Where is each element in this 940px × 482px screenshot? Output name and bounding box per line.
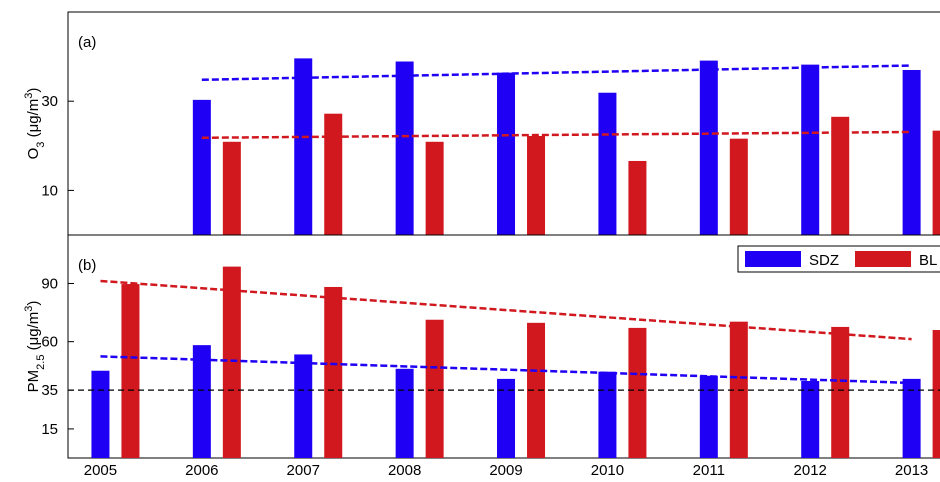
trend-line [201,64,912,82]
trend-line [100,355,912,385]
legend-label: SDZ [809,252,839,269]
bar [395,61,414,236]
y-axis-label-part: 3 [23,306,35,312]
bar [222,266,241,458]
bar [598,371,617,458]
trend-line [100,279,912,341]
y-axis-label-part: 3 [35,142,47,148]
x-tick-label: 2008 [388,462,421,479]
bar [932,130,940,235]
panel-label: (a) [78,34,96,51]
bar [699,375,718,458]
bar [192,99,211,235]
x-tick-label: 2010 [591,462,624,479]
bar [395,368,414,458]
x-tick-label: 2011 [693,462,725,479]
y-axis-label-part: 3 [23,93,35,99]
bar [121,284,140,458]
y-axis-label: O3 (μg/m3) [23,88,47,160]
x-tick-label: 2013 [895,462,928,479]
bar [801,64,820,236]
bar [628,327,647,458]
bar [831,116,850,235]
legend-swatch [855,251,911,267]
bar [729,138,748,235]
bar [628,160,647,235]
bar [222,141,241,235]
y-tick-label: 35 [41,382,58,399]
bar [902,69,921,235]
y-tick-label: 15 [41,421,58,438]
x-tick-label: 2007 [287,462,320,479]
legend-swatch [745,251,801,267]
bar [91,370,110,458]
bar [527,135,546,235]
bar [527,322,546,458]
x-tick-label: 2006 [185,462,218,479]
bar [324,113,343,235]
y-axis-label-part: ) [25,88,42,93]
y-axis-label-part: 2.5 [35,355,47,370]
y-tick-label: 10 [41,182,58,199]
y-tick-label: 30 [41,93,58,110]
bar [192,345,211,458]
bar [699,60,718,235]
bar [324,286,343,458]
y-axis-label-part: ) [25,301,42,306]
bar [425,141,444,235]
bar [801,381,820,458]
bar [294,58,313,235]
y-tick-label: 90 [41,275,58,292]
y-axis-label: PM2.5 (μg/m3) [23,301,47,393]
y-tick-label: 60 [41,334,58,351]
bar [497,72,516,235]
panel-label: (b) [78,257,96,274]
y-axis-label-part: (μg/m [25,99,42,142]
y-axis-label-part: O [25,148,42,160]
bar [425,319,444,458]
y-axis-label-part: (μg/m [25,312,42,355]
trend-line [201,130,912,140]
bar [831,326,850,458]
x-tick-label: 2009 [489,462,522,479]
bar [294,354,313,458]
bar [932,330,940,458]
bar [598,92,617,235]
x-tick-label: 2005 [84,462,117,479]
x-tick-label: 2012 [794,462,827,479]
y-axis-label-part: PM [25,370,42,393]
bar [497,378,516,458]
bar [902,378,921,458]
legend-label: BL [919,252,937,269]
